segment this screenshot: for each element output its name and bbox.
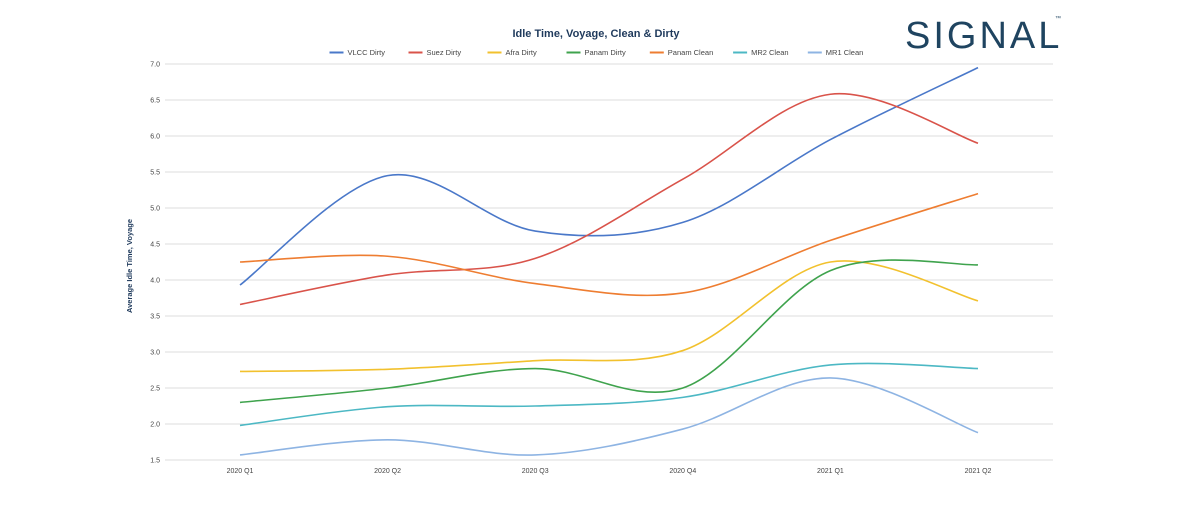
series-line-afra-dirty <box>239 260 979 373</box>
brand-name: SIGNAL <box>905 15 1062 56</box>
legend-label: Panam Dirty <box>585 48 627 57</box>
legend-item: Afra Dirty <box>487 48 538 57</box>
x-tick-label: 2020 Q4 <box>669 468 696 475</box>
legend: VLCC Dirty Suez Dirty Afra Dirty Panam Dirt… <box>329 48 864 57</box>
legend-label: MR2 Clean <box>751 48 789 57</box>
x-axis-ticks: 2020 Q1 2020 Q2 2020 Q3 2020 Q4 2021 Q1 2021 … <box>227 468 992 475</box>
chart-title: Idle Time, Voyage, Clean & Dirty <box>512 28 680 40</box>
series-line-panam-dirty <box>239 259 979 404</box>
y-tick-label: 5.0 <box>150 206 160 213</box>
series-line-panam-clean <box>239 192 979 297</box>
y-tick-label: 1.5 <box>150 458 160 465</box>
series-lines <box>239 66 979 456</box>
y-tick-label: 6.5 <box>150 98 160 105</box>
series-line-suez-dirty <box>239 92 979 306</box>
y-tick-label: 2.0 <box>150 422 160 429</box>
x-tick-label: 2021 Q1 <box>817 468 844 475</box>
x-tick-label: 2020 Q2 <box>374 468 401 475</box>
legend-item: Panam Dirty <box>566 48 627 57</box>
legend-label: MR1 Clean <box>826 48 864 57</box>
y-tick-label: 7.0 <box>150 62 160 69</box>
y-tick-label: 3.0 <box>150 350 160 357</box>
x-tick-label: 2021 Q2 <box>965 468 992 475</box>
legend-item: Panam Clean <box>649 48 713 57</box>
legend-item: VLCC Dirty <box>329 48 386 57</box>
y-tick-label: 5.5 <box>150 170 160 177</box>
series-line-mr2-clean <box>239 362 979 427</box>
series-line-vlcc-dirty <box>239 66 979 286</box>
series-line-mr1-clean <box>239 377 979 456</box>
gridlines <box>165 63 1053 461</box>
y-tick-label: 3.5 <box>150 314 160 321</box>
y-tick-label: 4.5 <box>150 242 160 249</box>
legend-label: VLCC Dirty <box>348 48 386 57</box>
y-axis-ticks: 1.5 2.0 2.5 3.0 3.5 4.0 4.5 5.0 5.5 6.0 6.5 7.0 <box>150 62 160 465</box>
trademark: ™ <box>1055 15 1061 22</box>
y-axis-label: Average Idle Time, Voyage <box>125 219 134 313</box>
legend-label: Afra Dirty <box>506 48 538 57</box>
x-tick-label: 2020 Q1 <box>227 468 254 475</box>
y-tick-label: 4.0 <box>150 278 160 285</box>
legend-item: Suez Dirty <box>408 48 462 57</box>
legend-label: Panam Clean <box>668 48 713 57</box>
y-tick-label: 2.5 <box>150 386 160 393</box>
legend-item: MR2 Clean <box>733 48 789 57</box>
y-tick-label: 6.0 <box>150 134 160 141</box>
legend-item: MR1 Clean <box>807 48 864 57</box>
signal-logo: SIGNAL ™ <box>905 15 1062 56</box>
legend-label: Suez Dirty <box>427 48 462 57</box>
x-tick-label: 2020 Q3 <box>522 468 549 475</box>
